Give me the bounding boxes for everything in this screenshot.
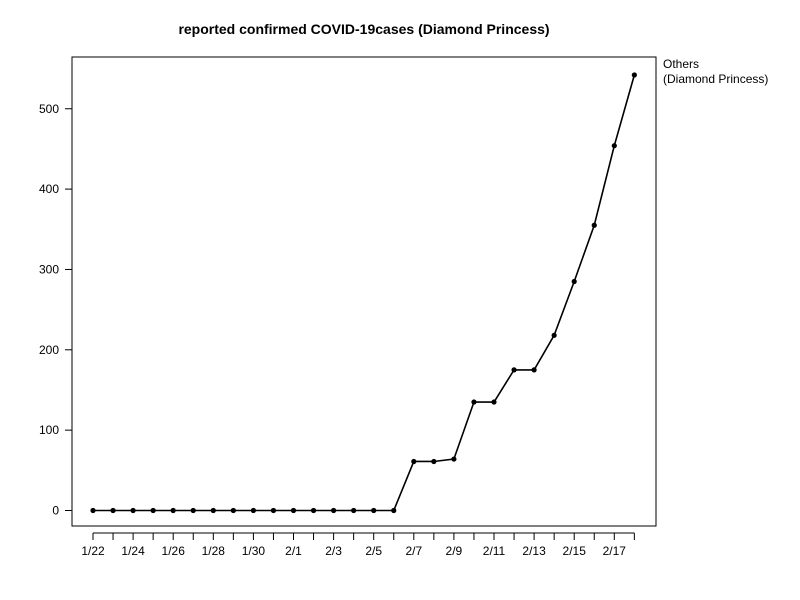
x-tick-label-26: 2/17: [603, 544, 627, 558]
x-axis: 1/22 1/24 1/26 1/28 1/30 2/1 2/3 2/5 2/7 2/9 2/11 2…: [81, 532, 635, 558]
data-point-21: [511, 367, 517, 373]
data-point-17: [431, 458, 437, 465]
data-point-18: [451, 456, 457, 462]
data-point-0: [90, 507, 96, 514]
x-tick-label-0: 1/22: [81, 544, 105, 558]
data-point-19: [471, 399, 477, 405]
data-point-2: [130, 507, 136, 514]
data-point-5: [190, 507, 196, 514]
x-tick-label-18: 2/9: [446, 544, 463, 558]
x-tick-label-8: 1/30: [242, 544, 266, 558]
data-point-12: [331, 507, 337, 514]
y-tick-label-4: 400: [39, 182, 59, 196]
data-point-10: [290, 507, 297, 514]
y-axis: 0 100 200 300 400 500: [39, 102, 73, 518]
plot-frame: [71, 56, 657, 527]
x-tick-label-22: 2/13: [522, 544, 546, 558]
legend-line-2: (Diamond Princess): [663, 72, 768, 86]
y-tick-label-3: 300: [39, 262, 59, 276]
legend: Others (Diamond Princess): [663, 57, 768, 86]
data-point-7: [230, 507, 236, 514]
data-point-3: [150, 507, 156, 514]
data-point-6: [210, 507, 216, 514]
x-tick-label-6: 1/28: [202, 544, 226, 558]
data-point-13: [351, 507, 357, 514]
x-tick-label-2: 1/24: [121, 544, 145, 558]
data-point-22: [531, 367, 537, 373]
chart-title: reported confirmed COVID-19cases (Diamon…: [178, 21, 549, 37]
data-point-15: [391, 507, 397, 514]
data-point-26: [611, 143, 617, 149]
x-tick-label-4: 1/26: [162, 544, 186, 558]
data-point-24: [571, 278, 577, 285]
y-tick-label-1: 100: [39, 423, 59, 437]
y-tick-label-2: 200: [39, 343, 59, 357]
x-tick-label-20: 2/11: [483, 544, 506, 558]
x-tick-label-14: 2/5: [365, 544, 382, 558]
data-point-16: [411, 458, 417, 465]
data-point-23: [551, 332, 557, 338]
series-line-0: [93, 74, 636, 512]
data-point-20: [491, 399, 497, 405]
y-tick-label-5: 500: [39, 102, 59, 116]
data-point-8: [250, 507, 256, 514]
series-group: [90, 72, 637, 514]
x-tick-label-24: 2/15: [563, 544, 587, 558]
x-tick-label-10: 2/1: [285, 544, 302, 558]
x-tick-label-12: 2/3: [325, 544, 342, 558]
data-point-1: [110, 507, 116, 514]
data-point-14: [371, 507, 377, 514]
legend-line-1: Others: [663, 57, 699, 71]
data-point-4: [170, 507, 176, 514]
data-point-11: [310, 507, 317, 514]
x-tick-label-16: 2/7: [405, 544, 422, 558]
data-point-27: [631, 72, 637, 78]
y-tick-label-0: 0: [52, 504, 59, 518]
data-point-25: [591, 222, 597, 228]
data-point-9: [270, 507, 277, 514]
